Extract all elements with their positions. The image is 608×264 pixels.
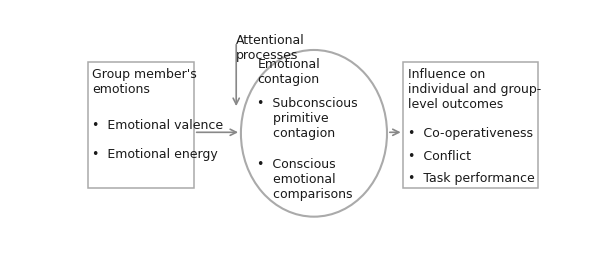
Text: •  Co-operativeness: • Co-operativeness (408, 127, 533, 140)
FancyBboxPatch shape (404, 62, 538, 188)
Text: •  Subconscious
    primitive
    contagion: • Subconscious primitive contagion (257, 97, 358, 140)
Text: •  Conscious
    emotional
    comparisons: • Conscious emotional comparisons (257, 158, 353, 201)
Text: Emotional
contagion: Emotional contagion (257, 58, 320, 86)
Text: •  Emotional energy: • Emotional energy (92, 148, 218, 161)
Text: •  Conflict: • Conflict (408, 150, 471, 163)
Text: •  Task performance: • Task performance (408, 172, 535, 185)
Text: Influence on
individual and group-
level outcomes: Influence on individual and group- level… (408, 68, 542, 111)
Ellipse shape (241, 50, 387, 217)
Text: Attentional
processes: Attentional processes (236, 34, 305, 62)
Text: •  Emotional valence: • Emotional valence (92, 119, 224, 132)
Text: Group member's
emotions: Group member's emotions (92, 68, 197, 96)
FancyBboxPatch shape (88, 62, 194, 188)
